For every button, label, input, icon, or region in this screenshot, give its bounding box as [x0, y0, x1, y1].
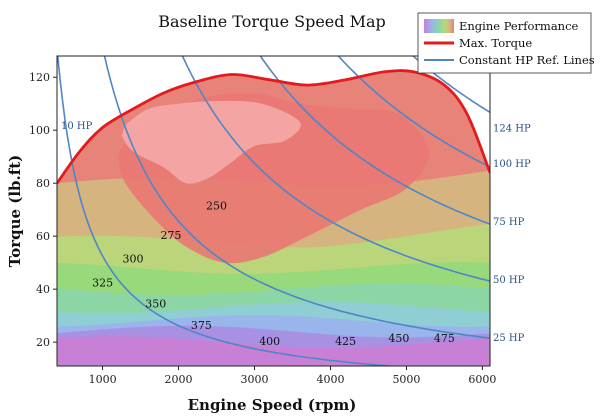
hp-line-25 — [103, 56, 490, 339]
contour-band — [57, 336, 490, 366]
peak-efficiency-regions — [117, 92, 430, 264]
contour-label: 425 — [335, 335, 356, 348]
contour-label: 350 — [145, 298, 166, 311]
y-axis-ticks: 20 40 60 80 100 120 — [29, 71, 57, 349]
contour-label: 450 — [388, 332, 409, 345]
legend-max-torque: Max. Torque — [459, 36, 532, 50]
y-tick-label: 100 — [29, 124, 50, 137]
contour-label: 275 — [160, 229, 181, 242]
hp-labels: 10 HP 25 HP 50 HP 75 HP 100 HP 124 HP — [61, 121, 531, 344]
max-torque-line — [57, 69, 490, 185]
hp-label-75: 75 HP — [493, 217, 525, 228]
contour-label: 475 — [434, 332, 455, 345]
constant-hp-lines — [57, 56, 490, 366]
legend-constant-hp: Constant HP Ref. Lines — [459, 53, 595, 67]
x-tick-label: 2000 — [165, 373, 193, 386]
y-tick-label: 40 — [36, 283, 50, 296]
x-tick-label: 5000 — [392, 373, 420, 386]
y-tick-label: 120 — [29, 71, 50, 84]
y-axis-title: Torque (lb.ft) — [6, 155, 24, 268]
y-tick-label: 60 — [36, 230, 50, 243]
contour-label: 250 — [206, 200, 227, 213]
hp-line-75 — [259, 56, 490, 225]
hp-label-124: 124 HP — [493, 124, 531, 135]
hp-label-25: 25 HP — [493, 333, 525, 344]
legend: Engine Performance Max. Torque Constant … — [417, 12, 595, 74]
contour-label: 300 — [122, 253, 143, 266]
hp-line-124 — [411, 56, 490, 114]
hp-line-100 — [337, 56, 490, 168]
x-axis-title: Engine Speed (rpm) — [188, 396, 357, 414]
hp-label-100: 100 HP — [493, 159, 531, 170]
hp-label-10: 10 HP — [61, 121, 93, 132]
plot-frame — [56, 55, 491, 367]
legend-gradient-swatch — [424, 19, 454, 33]
contour-bands — [57, 70, 490, 366]
contour-label: 400 — [259, 335, 280, 348]
max-torque-curve — [57, 69, 490, 185]
x-tick-label: 1000 — [89, 373, 117, 386]
contour-label: 325 — [92, 277, 113, 290]
plot-area — [57, 56, 490, 366]
x-tick-label: 3000 — [241, 373, 269, 386]
contour-label: 375 — [191, 319, 212, 332]
contour-labels: 250 275 300 325 350 375 400 425 450 475 — [92, 200, 455, 348]
y-tick-label: 80 — [36, 177, 50, 190]
peak-region — [121, 100, 301, 184]
x-tick-label: 4000 — [316, 373, 344, 386]
hp-line-10 — [57, 56, 401, 366]
hp-label-50: 50 HP — [493, 275, 525, 286]
x-axis-ticks: 1000 2000 3000 4000 5000 6000 — [89, 366, 496, 386]
y-tick-label: 20 — [36, 336, 50, 349]
chart-title: Baseline Torque Speed Map — [158, 12, 386, 31]
legend-engine-performance: Engine Performance — [459, 19, 579, 33]
x-tick-label: 6000 — [468, 373, 496, 386]
hp-line-50 — [181, 56, 490, 282]
